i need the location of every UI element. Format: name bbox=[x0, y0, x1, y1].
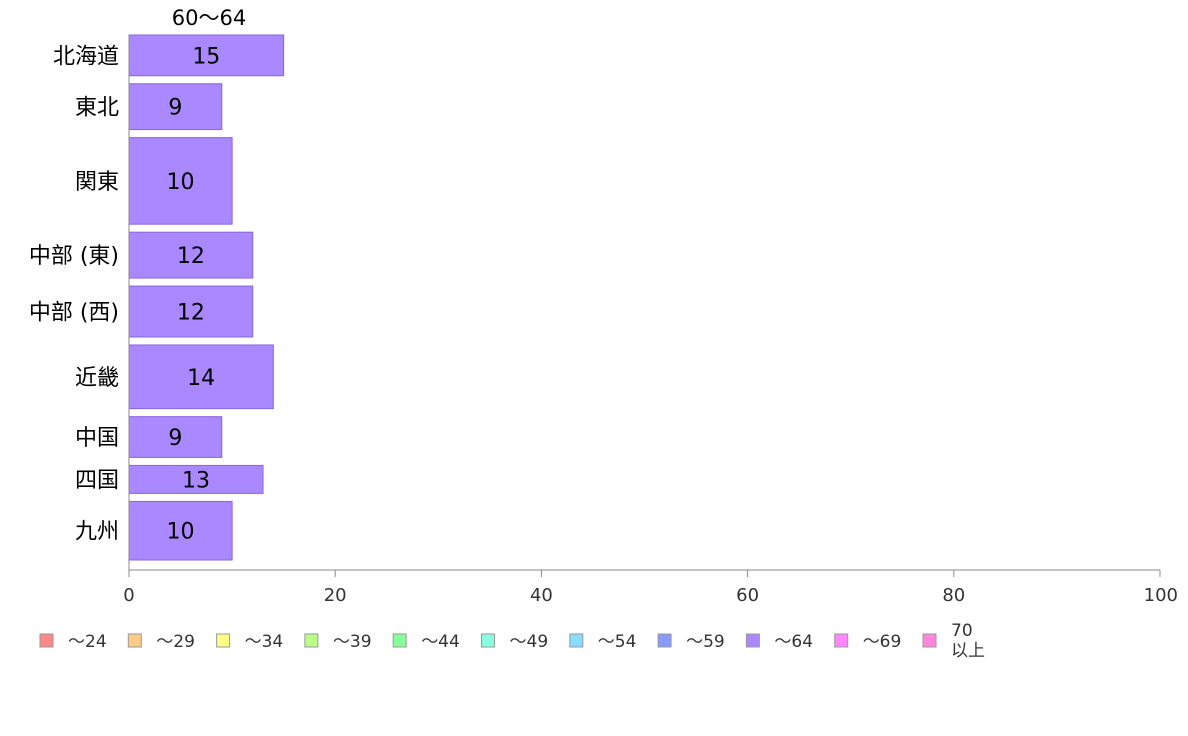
legend-label: ～59 bbox=[686, 632, 725, 652]
bar bbox=[128, 137, 233, 225]
legend-label: ～44 bbox=[421, 632, 460, 652]
bar-value-label: 12 bbox=[177, 301, 205, 326]
category-label: 九州 bbox=[75, 520, 119, 545]
bar bbox=[128, 344, 274, 410]
legend-label: ～39 bbox=[333, 632, 372, 652]
legend-label: ～24 bbox=[68, 632, 107, 652]
bar-value-label: 9 bbox=[168, 96, 182, 121]
x-axis: 0 20 40 60 80 100 bbox=[123, 35, 1178, 606]
legend-swatch bbox=[216, 633, 231, 648]
bar bbox=[128, 231, 254, 279]
x-tick-label: 80 bbox=[942, 585, 965, 606]
legend-swatch bbox=[392, 633, 407, 648]
legend-swatch bbox=[127, 633, 142, 648]
x-tick-label: 100 bbox=[1144, 585, 1178, 606]
category-label: 四国 bbox=[75, 468, 119, 493]
category-label: 関東 bbox=[75, 170, 119, 195]
legend-swatch bbox=[922, 633, 937, 648]
legend-swatch bbox=[834, 633, 849, 648]
legend-swatch bbox=[569, 633, 584, 648]
bar bbox=[128, 34, 285, 77]
legend-label: ～69 bbox=[863, 632, 902, 652]
legend-label: ～49 bbox=[510, 632, 549, 652]
legend-label: ～54 bbox=[598, 632, 637, 652]
legend-swatch bbox=[304, 633, 319, 648]
bar-value-label: 14 bbox=[187, 366, 215, 391]
legend-label: ～29 bbox=[156, 632, 195, 652]
category-label: 中部 (西) bbox=[29, 301, 119, 326]
bar-value-label: 12 bbox=[177, 244, 205, 269]
category-label: 東北 bbox=[75, 96, 119, 121]
legend-label: 70 以上 bbox=[951, 621, 985, 661]
category-label: 中部 (東) bbox=[29, 244, 119, 269]
legend-swatch bbox=[39, 633, 54, 648]
series-title: 60～64 bbox=[172, 6, 246, 30]
bar bbox=[128, 83, 223, 131]
x-tick-label: 60 bbox=[736, 585, 759, 606]
bars-layer: 北海道 15 東北 9 関東 10 中部 (東) 12 中部 (西) 12 近畿 14 中国 9 四国 13 九… bbox=[29, 34, 285, 561]
bar-value-label: 9 bbox=[168, 426, 182, 451]
category-label: 北海道 bbox=[53, 44, 119, 69]
bar bbox=[128, 285, 254, 338]
bar bbox=[128, 416, 223, 458]
x-tick-label: 40 bbox=[530, 585, 553, 606]
x-tick-label: 20 bbox=[324, 585, 347, 606]
bar-value-label: 10 bbox=[167, 520, 195, 545]
bar-value-label: 15 bbox=[192, 44, 220, 69]
legend-label: ～34 bbox=[245, 632, 284, 652]
x-tick-label: 0 bbox=[123, 585, 134, 606]
legend-swatch bbox=[657, 633, 672, 648]
category-label: 中国 bbox=[75, 426, 119, 451]
legend: ～24 ～29 ～34 ～39 ～44 ～49 ～54 ～59 ～64 ～69 70 以上 bbox=[39, 621, 985, 661]
legend-label: ～64 bbox=[774, 632, 813, 652]
bar-value-label: 10 bbox=[167, 170, 195, 195]
legend-swatch bbox=[481, 633, 495, 648]
category-label: 近畿 bbox=[75, 366, 119, 391]
bar-value-label: 13 bbox=[182, 468, 210, 493]
legend-swatch bbox=[745, 633, 760, 648]
